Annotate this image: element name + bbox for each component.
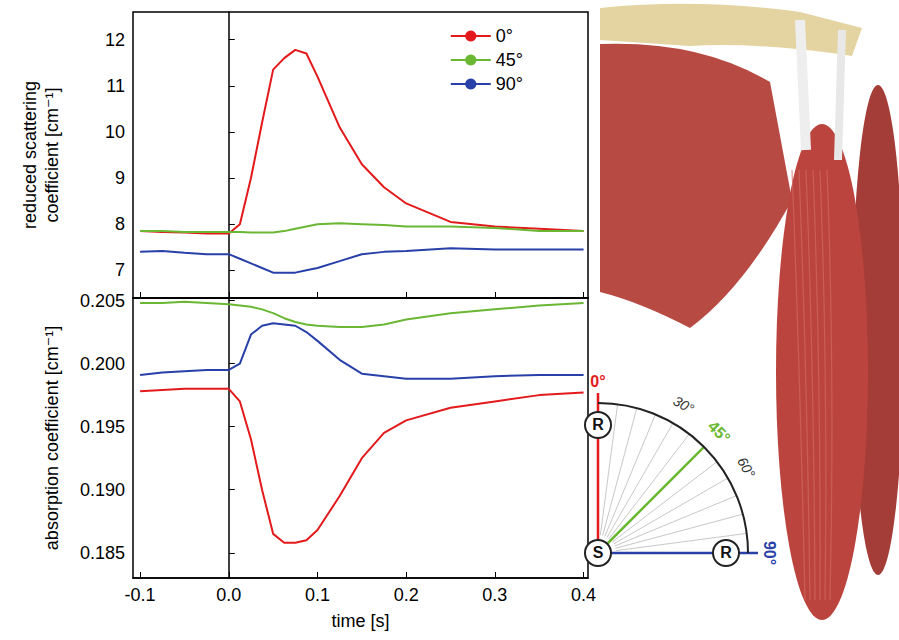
svg-text:9: 9	[115, 168, 125, 188]
svg-text:0.195: 0.195	[80, 417, 125, 437]
svg-text:8: 8	[115, 214, 125, 234]
svg-text:0.0: 0.0	[216, 585, 241, 605]
svg-text:12: 12	[105, 30, 125, 50]
svg-text:coefficient [cm⁻¹]: coefficient [cm⁻¹]	[42, 87, 62, 222]
svg-text:0°: 0°	[590, 373, 605, 390]
svg-text:time [s]: time [s]	[331, 611, 389, 631]
svg-text:11: 11	[106, 76, 125, 96]
svg-text:R: R	[720, 544, 732, 561]
svg-text:0.2: 0.2	[394, 585, 419, 605]
svg-text:0.3: 0.3	[482, 585, 507, 605]
svg-text:60°: 60°	[734, 454, 759, 481]
svg-text:45°: 45°	[705, 417, 734, 446]
svg-text:7: 7	[115, 260, 125, 280]
svg-text:0.185: 0.185	[80, 543, 125, 563]
svg-text:30°: 30°	[670, 392, 697, 417]
svg-text:-0.1: -0.1	[125, 585, 156, 605]
svg-text:0.190: 0.190	[80, 480, 125, 500]
svg-text:R: R	[592, 416, 604, 433]
svg-text:absorption coefficient [cm⁻¹]: absorption coefficient [cm⁻¹]	[42, 326, 62, 550]
svg-text:0.205: 0.205	[80, 291, 125, 311]
svg-text:0.200: 0.200	[80, 354, 125, 374]
svg-text:45°: 45°	[496, 50, 523, 70]
svg-text:S: S	[593, 544, 604, 561]
svg-text:90°: 90°	[761, 541, 778, 565]
svg-text:0°: 0°	[496, 26, 513, 46]
svg-text:10: 10	[105, 122, 125, 142]
svg-text:reduced scattering: reduced scattering	[20, 81, 40, 229]
svg-text:0.1: 0.1	[305, 585, 330, 605]
svg-text:0.4: 0.4	[571, 585, 596, 605]
svg-text:90°: 90°	[496, 74, 523, 94]
